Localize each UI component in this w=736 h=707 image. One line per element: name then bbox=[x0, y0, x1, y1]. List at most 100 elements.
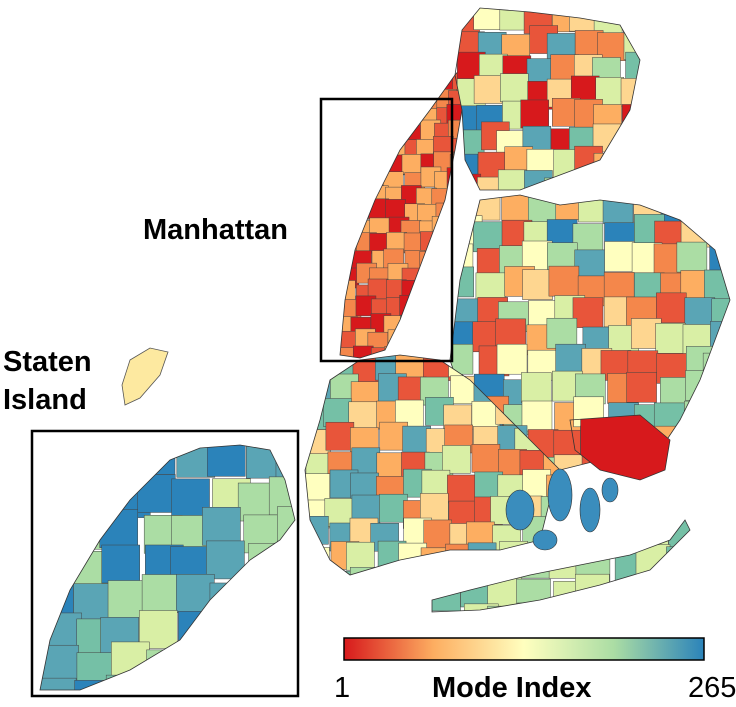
district-cell bbox=[42, 546, 81, 585]
district-cell bbox=[704, 269, 730, 301]
district-cell bbox=[522, 269, 553, 300]
district-cell bbox=[111, 641, 150, 681]
district-cell bbox=[41, 470, 81, 510]
district-cell bbox=[576, 175, 605, 190]
district-cell bbox=[420, 547, 450, 575]
colorbar-max-label: 265 bbox=[688, 672, 736, 704]
district-cell bbox=[434, 60, 456, 79]
district-cell bbox=[349, 567, 379, 575]
staten-island-mini bbox=[121, 347, 169, 406]
district-cell bbox=[146, 649, 185, 689]
district-cell bbox=[524, 170, 553, 190]
district-cell bbox=[400, 316, 421, 337]
district-cell bbox=[546, 317, 578, 349]
district-cell bbox=[271, 583, 295, 622]
staten-island-label-line1: Staten bbox=[3, 346, 92, 378]
district-cell bbox=[702, 352, 730, 384]
district-cell bbox=[625, 150, 640, 179]
district-cell bbox=[635, 544, 671, 579]
district-cell bbox=[680, 214, 712, 245]
district-cell bbox=[351, 60, 373, 80]
district-cell bbox=[402, 567, 432, 575]
district-cell bbox=[403, 60, 425, 77]
district-cell bbox=[385, 118, 407, 140]
district-cell bbox=[423, 355, 452, 381]
region-outline bbox=[454, 7, 641, 191]
district-cell bbox=[625, 51, 640, 81]
district-cell bbox=[40, 644, 79, 684]
district-cell bbox=[40, 507, 80, 547]
district-cell bbox=[420, 231, 441, 252]
district-cell bbox=[656, 292, 687, 324]
district-cell bbox=[620, 168, 640, 190]
district-cell bbox=[379, 572, 408, 575]
district-cell bbox=[281, 548, 295, 588]
district-cell bbox=[645, 605, 681, 612]
colorbar-min-label: 1 bbox=[334, 672, 351, 704]
district-cell bbox=[385, 72, 406, 93]
district-cell bbox=[141, 574, 181, 613]
district-cell bbox=[447, 183, 468, 205]
staten-island-inset-box bbox=[30, 429, 300, 698]
district-cell bbox=[402, 75, 423, 96]
district-cell bbox=[709, 239, 730, 271]
district-cell bbox=[352, 124, 373, 145]
district-cell bbox=[243, 651, 283, 690]
district-cell bbox=[436, 268, 457, 289]
region-outline bbox=[569, 414, 671, 481]
district-cell bbox=[499, 541, 528, 570]
district-cell bbox=[676, 241, 708, 273]
district-cell bbox=[202, 674, 241, 690]
district-cell bbox=[367, 108, 388, 130]
district-cell bbox=[517, 602, 552, 612]
jamaica-bay-island bbox=[547, 468, 573, 522]
region-outline bbox=[39, 444, 296, 691]
jamaica-bay-island bbox=[532, 529, 558, 551]
region-jfk bbox=[580, 415, 670, 480]
district-cell bbox=[447, 474, 476, 504]
district-cell bbox=[419, 568, 448, 575]
district-cell bbox=[548, 265, 580, 297]
district-cell bbox=[634, 520, 669, 550]
district-cell bbox=[40, 445, 74, 480]
district-cell bbox=[202, 613, 242, 653]
district-cell bbox=[340, 168, 356, 189]
district-cell bbox=[686, 422, 717, 454]
district-cell bbox=[351, 171, 373, 192]
district-cell bbox=[710, 321, 730, 352]
district-cell bbox=[109, 445, 148, 476]
district-cell bbox=[414, 279, 436, 300]
district-cell bbox=[666, 546, 690, 581]
manhattan-label: Manhattan bbox=[143, 214, 288, 246]
region-staten-island bbox=[40, 445, 295, 690]
district-cell bbox=[40, 578, 74, 617]
district-cell bbox=[668, 520, 690, 555]
region-outline bbox=[431, 519, 691, 613]
district-cell bbox=[600, 171, 629, 190]
district-cell bbox=[450, 195, 474, 219]
district-cell bbox=[78, 481, 117, 520]
district-cell bbox=[209, 582, 249, 622]
district-cell bbox=[455, 173, 482, 190]
district-cell bbox=[270, 681, 295, 690]
district-cell bbox=[207, 445, 246, 477]
district-cell bbox=[305, 473, 330, 502]
district-cell bbox=[379, 493, 408, 523]
district-cell bbox=[602, 195, 634, 224]
district-cell bbox=[237, 612, 277, 651]
district-cell bbox=[501, 195, 532, 221]
district-cell bbox=[403, 326, 425, 348]
district-cell bbox=[136, 445, 176, 475]
district-cell bbox=[552, 520, 587, 555]
district-cell bbox=[469, 195, 501, 221]
district-cell bbox=[709, 401, 730, 433]
district-cell bbox=[340, 153, 360, 174]
district-cell bbox=[370, 156, 392, 177]
district-cell bbox=[402, 103, 423, 124]
district-cell bbox=[305, 571, 330, 575]
district-cell bbox=[281, 647, 295, 686]
district-cell bbox=[340, 202, 360, 223]
district-cell bbox=[456, 549, 492, 585]
district-cell bbox=[237, 579, 277, 618]
district-cell bbox=[368, 71, 390, 93]
